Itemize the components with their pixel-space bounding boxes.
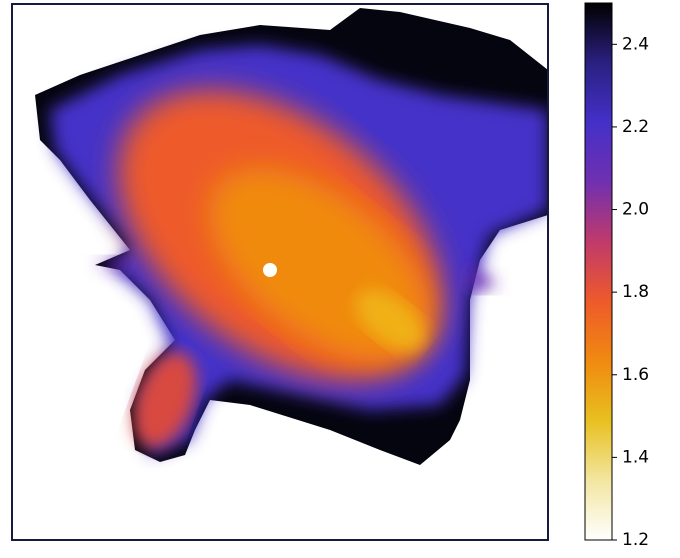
colorbar-fill bbox=[584, 2, 613, 541]
pulsar bbox=[263, 263, 277, 277]
colorbar-tick-label: 2.4 bbox=[622, 34, 649, 54]
axes-frame bbox=[11, 3, 549, 541]
colorbar-tick-label: 2.0 bbox=[622, 200, 649, 220]
colorbar-tick-label: 1.6 bbox=[622, 365, 649, 385]
colorbar-tick-label: 1.2 bbox=[622, 530, 649, 550]
colorbar-tick-label: 1.8 bbox=[622, 282, 649, 302]
colorbar: 1.2 1.4 1.6 1.8 2.0 2.2 2.4 bbox=[584, 2, 649, 550]
nebula-yellow bbox=[355, 289, 425, 351]
image bbox=[35, 8, 548, 465]
nebula-tail bbox=[133, 352, 197, 448]
colorbar-tick-label: 1.4 bbox=[622, 447, 649, 467]
colorbar-tick-label: 2.2 bbox=[622, 117, 649, 137]
